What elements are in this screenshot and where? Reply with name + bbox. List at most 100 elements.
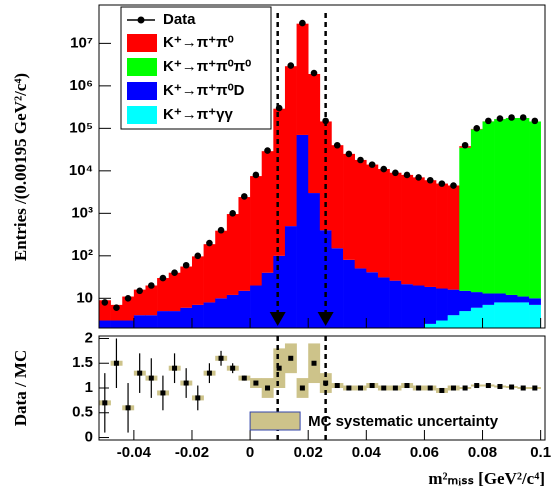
data-point: [392, 169, 399, 177]
hist-bar: [470, 292, 483, 308]
hist-bar: [494, 119, 507, 294]
hist-bar: [284, 226, 297, 328]
data-point: [299, 19, 306, 27]
x-tick-label: -0.02: [175, 444, 209, 461]
hist-bar: [250, 285, 263, 328]
ratio-point: [137, 370, 143, 376]
x-axis-title: m²ₘᵢₛₛ [GeV²/c⁴]: [428, 469, 545, 488]
y-tick-label: 10⁵: [69, 119, 93, 136]
data-point: [485, 117, 492, 125]
data-point: [322, 117, 329, 125]
ratio-point: [404, 383, 410, 389]
hist-bar: [517, 302, 530, 328]
y-tick-label: 10³: [71, 204, 93, 221]
data-point: [287, 62, 295, 69]
hist-bar: [436, 288, 448, 321]
hist-bar: [203, 302, 216, 328]
hist-bar: [133, 289, 146, 316]
hist-bar: [145, 285, 158, 316]
hist-bar: [168, 311, 181, 328]
ratio-axis-title: Data / MC: [11, 350, 30, 426]
ratio-point: [427, 385, 433, 391]
hist-bar: [180, 266, 193, 308]
data-point: [450, 182, 457, 189]
hist-bar: [273, 108, 286, 256]
ratio-point: [532, 385, 538, 391]
data-point: [415, 174, 422, 181]
data-point: [473, 125, 481, 132]
hist-bar: [296, 134, 309, 328]
ratio-point: [172, 365, 178, 371]
hist-bar: [319, 230, 332, 328]
hist-bar: [366, 272, 379, 328]
data-point: [368, 161, 376, 168]
hist-bar: [215, 230, 228, 299]
hist-bar: [447, 185, 460, 290]
y-tick-label: 2: [85, 329, 93, 346]
hist-bar: [122, 296, 135, 321]
ratio-point: [474, 383, 480, 389]
data-point: [275, 104, 283, 112]
ratio-point: [148, 375, 154, 381]
hist-bar: [412, 177, 425, 286]
cut-arrow: [317, 312, 334, 326]
hist-bar: [494, 293, 507, 303]
y-tick-label: 10²: [71, 247, 93, 264]
data-point: [345, 150, 353, 158]
legend-swatch: [127, 58, 157, 76]
hist-bar: [459, 311, 472, 328]
ratio-point: [450, 385, 456, 391]
hist-bar: [331, 145, 344, 249]
hist-bar: [180, 307, 193, 328]
hist-bar: [145, 315, 158, 328]
ratio-point: [276, 365, 282, 371]
x-tick-label: 0.02: [294, 444, 323, 461]
hist-bar: [191, 304, 204, 328]
y-tick-label: 1.5: [72, 354, 93, 371]
ratio-point: [334, 383, 340, 389]
band-legend-label: MC systematic uncertainty: [308, 413, 499, 430]
hist-bar: [482, 121, 495, 294]
data-point: [438, 180, 446, 187]
data-point: [136, 287, 143, 295]
ratio-point: [160, 390, 166, 396]
data-point: [508, 114, 515, 121]
legend-swatch: [127, 34, 157, 52]
hist-bar: [377, 277, 390, 328]
data-point: [380, 165, 388, 173]
data-point: [113, 304, 120, 312]
data-point: [310, 69, 318, 77]
hist-bar: [389, 172, 402, 281]
data-point: [217, 226, 225, 234]
ratio-point: [439, 387, 445, 393]
hist-bar: [226, 294, 239, 328]
x-tick-label: 0.08: [468, 444, 497, 461]
legend-label: K⁺→π⁺π⁰D: [163, 82, 245, 99]
ratio-point: [462, 385, 468, 391]
x-tick-label: 0: [246, 444, 254, 461]
hist-bar: [366, 164, 379, 273]
hist-bar: [470, 307, 483, 328]
hist-bar: [157, 278, 170, 312]
data-point: [461, 141, 469, 149]
hist-bar: [529, 121, 541, 299]
hist-bar: [529, 304, 541, 328]
legend-marker: [137, 16, 145, 24]
ratio-point: [346, 385, 352, 391]
hist-bar: [99, 320, 111, 328]
hist-bar: [215, 298, 228, 328]
hist-bar: [482, 304, 495, 328]
hist-bar: [494, 302, 507, 328]
hist-bar: [331, 248, 344, 328]
ratio-point: [113, 360, 119, 366]
hist-bar: [424, 286, 437, 324]
legend-swatch: [127, 82, 157, 100]
ratio-point: [241, 375, 247, 381]
y-axis-title: Entries /(0.00195 GeV²/c⁴): [11, 73, 30, 261]
data-point: [194, 252, 202, 260]
hist-bar: [436, 320, 448, 328]
data-point: [252, 171, 260, 179]
hist-bar: [308, 73, 321, 194]
y-tick-label: 10⁴: [69, 162, 93, 179]
data-point: [531, 117, 539, 125]
